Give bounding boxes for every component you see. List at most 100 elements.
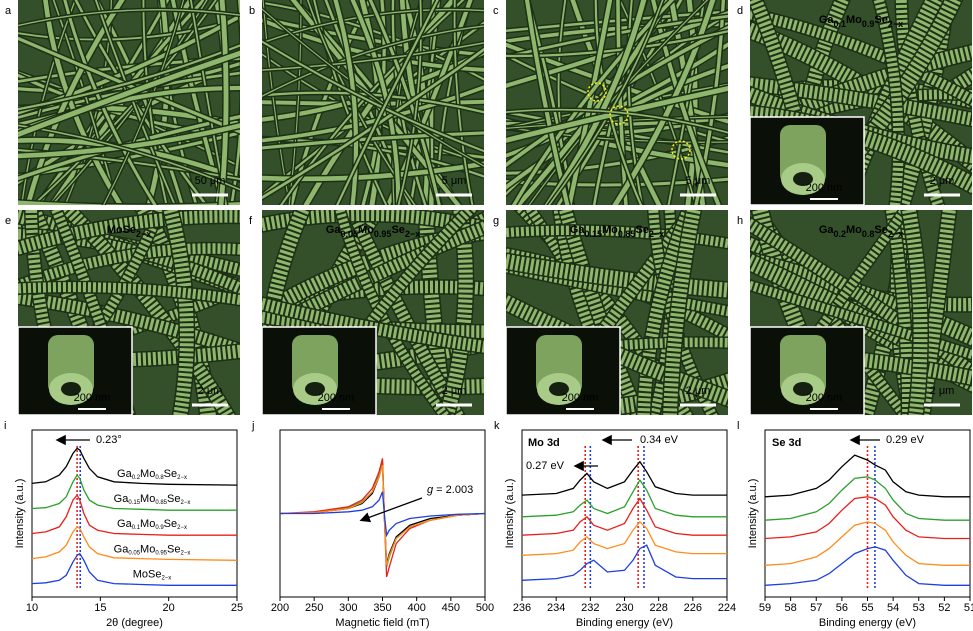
fiber — [506, 225, 728, 249]
formula-part: 2−x — [888, 229, 903, 239]
formula-part: 2−x — [177, 525, 187, 531]
fiber — [102, 0, 185, 205]
panel-label: h — [737, 215, 743, 227]
panel-label: l — [737, 420, 739, 432]
curve — [279, 464, 486, 566]
formula-part: Se — [164, 518, 177, 530]
fiber — [18, 200, 240, 205]
formula-part: 2−x — [649, 229, 664, 239]
x-tick-label: 450 — [442, 602, 460, 614]
inset-scale-label: 200 nm — [806, 392, 843, 404]
fiber — [392, 0, 423, 205]
x-tick-label: 228 — [649, 602, 667, 614]
curve — [521, 520, 727, 556]
highlight-circle — [587, 82, 607, 102]
x-tick-label: 54 — [887, 602, 899, 614]
fiber — [858, 210, 917, 415]
formula-part: Mo — [140, 543, 155, 555]
x-tick-label: 55 — [861, 602, 873, 614]
fiber — [218, 0, 229, 205]
formula-part: 2−x — [177, 475, 187, 481]
fiber — [313, 0, 388, 205]
inset-scale-label: 200 nm — [74, 392, 111, 404]
fiber — [558, 210, 645, 415]
fiber — [27, 210, 165, 415]
sem-image — [506, 0, 728, 205]
scale-label: 5 μm — [442, 175, 467, 187]
sem-image: 200 nm — [750, 0, 972, 205]
y-axis-label: Intensity (a.u.) — [504, 479, 516, 549]
x-axis-label: 2θ (degree) — [106, 617, 163, 629]
formula-part: 0.9 — [155, 525, 164, 531]
x-tick-label: 56 — [836, 602, 848, 614]
fiber — [750, 217, 972, 379]
fiber — [750, 77, 972, 126]
formula-part: 0.2 — [132, 475, 141, 481]
x-tick-label: 57 — [810, 602, 822, 614]
sem-image: 200 nm — [506, 210, 728, 415]
annotation: Mo 3d — [528, 437, 560, 449]
curve — [521, 478, 727, 518]
formula-part: 0.8 — [155, 475, 164, 481]
curve — [31, 552, 237, 586]
fiber — [506, 108, 728, 134]
x-tick-label: 200 — [271, 602, 289, 614]
formula-part: 0.95 — [374, 229, 392, 239]
x-tick-label: 236 — [513, 602, 531, 614]
curve — [764, 496, 970, 540]
inset-hole — [793, 382, 813, 396]
composition: Ga0.15Mo0.85Se2−x — [570, 224, 664, 239]
composition: Ga0.1Mo0.9Se2−x — [819, 14, 903, 29]
formula-part: Ga — [114, 493, 130, 505]
panel-label: j — [251, 420, 254, 432]
annotation: 0.23° — [96, 434, 122, 446]
curve — [764, 454, 970, 498]
formula-part: 0.85 — [618, 229, 636, 239]
panel-label: f — [249, 215, 253, 227]
formula-part: Se — [874, 14, 887, 26]
curve — [764, 546, 970, 586]
curve — [521, 460, 727, 496]
x-tick-label: 350 — [373, 602, 391, 614]
formula-part: Se — [167, 543, 180, 555]
fiber — [333, 0, 359, 205]
panel-label: e — [5, 215, 11, 227]
formula-part: Se — [874, 224, 887, 236]
annotation-part: = 2.003 — [433, 484, 473, 496]
fiber — [280, 0, 465, 205]
composition: Ga0.05Mo0.95Se2−x — [326, 224, 420, 239]
curve — [31, 473, 237, 511]
formula-part: 0.8 — [862, 229, 875, 239]
fiber — [18, 9, 240, 27]
x-tick-label: 300 — [339, 602, 357, 614]
fiber — [50, 210, 135, 415]
scale-label: 50 μm — [195, 175, 226, 187]
fiber — [262, 0, 291, 205]
scale-label: 2 μm — [442, 385, 467, 397]
fiber — [262, 131, 484, 150]
inset-hole — [549, 382, 569, 396]
formula-part: Ga — [570, 224, 586, 236]
inset-hole — [793, 172, 813, 186]
panel-label: b — [249, 5, 255, 17]
formula-part: 2−x — [888, 19, 903, 29]
fiber — [790, 0, 850, 205]
formula-part: Mo — [358, 224, 374, 236]
x-tick-label: 232 — [581, 602, 599, 614]
series-label: Ga0.05Mo0.95Se2−x — [114, 543, 191, 556]
formula-part: 0.85 — [155, 500, 167, 506]
curve — [521, 544, 727, 581]
fiber — [895, 0, 944, 205]
formula-part: 0.95 — [155, 550, 167, 556]
curve — [764, 476, 970, 521]
x-tick-label: 51 — [964, 602, 973, 614]
series-label: Ga0.1Mo0.9Se2−x — [117, 518, 187, 531]
fiber — [750, 45, 972, 138]
formula-part: 2−x — [405, 229, 420, 239]
formula-part: 0.05 — [340, 229, 358, 239]
fiber — [752, 210, 847, 415]
fiber — [94, 0, 176, 205]
sem-image — [18, 0, 240, 205]
fiber — [506, 253, 728, 298]
